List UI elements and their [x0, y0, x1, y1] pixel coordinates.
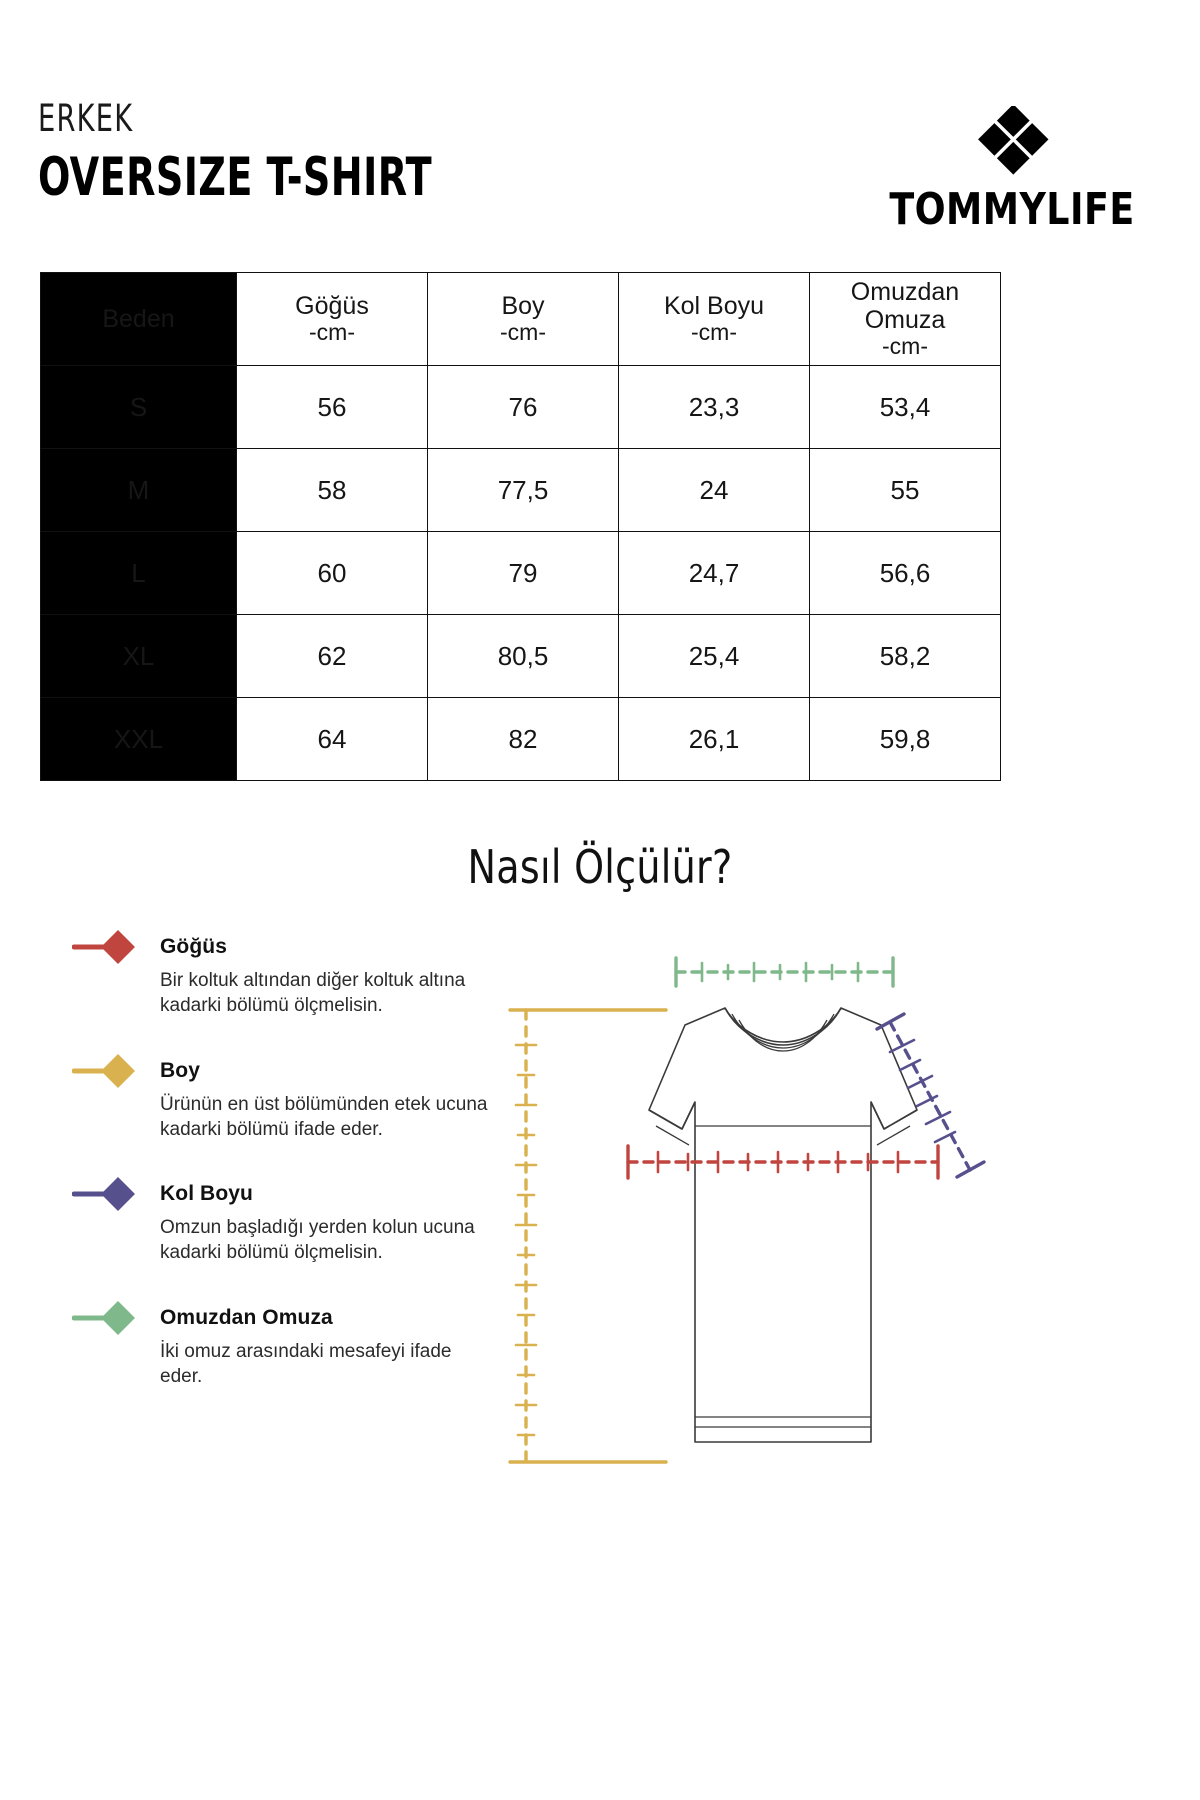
cell-omuzdan-omuza: 56,6	[809, 531, 1001, 615]
cell-gogus: 62	[236, 614, 428, 698]
legend-name: Boy	[160, 1058, 200, 1082]
tshirt-illustration	[648, 1007, 918, 1443]
boy-guide	[508, 1008, 668, 1464]
legend-name: Göğüs	[160, 935, 227, 958]
how-to-measure-title-text: Nasıl Ölçülür?	[467, 840, 733, 894]
cell-beden: L	[40, 531, 237, 615]
how-to-measure-title: Nasıl Ölçülür?	[0, 840, 1200, 894]
legend-head: Kol Boyu	[72, 1177, 492, 1212]
page-title: OVERSIZE T-SHIRT	[38, 147, 433, 208]
legend-item-gogus: Göğüs Bir koltuk altından diğer koltuk a…	[72, 930, 492, 1019]
cell-gogus: 64	[236, 697, 428, 781]
cell-beden: XL	[40, 614, 237, 698]
diamond-marker-icon	[72, 1053, 135, 1088]
table-row: XXL 64 82 26,1 59,8	[40, 697, 1001, 781]
column-header-kol-boyu-unit: -cm-	[691, 319, 737, 346]
legend-description: Ürünün en üst bölümünden etek ucuna kada…	[160, 1093, 488, 1140]
cell-boy: 82	[427, 697, 619, 781]
diamond-marker-icon	[72, 1300, 135, 1335]
column-header-gogus-unit: -cm-	[309, 319, 355, 346]
measurement-legend: Göğüs Bir koltuk altından diğer koltuk a…	[72, 930, 492, 1424]
brand-logo: TOMMYLIFE	[862, 106, 1162, 232]
cell-kol-boyu: 26,1	[618, 697, 810, 781]
page-header: ERKEK OVERSIZE T-SHIRT TOMMYLIFE	[38, 100, 1162, 250]
cell-omuzdan-omuza: 55	[809, 448, 1001, 532]
cell-omuzdan-omuza: 53,4	[809, 365, 1001, 449]
page-kicker: ERKEK	[38, 97, 134, 140]
table-row: M 58 77,5 24 55	[40, 448, 1001, 532]
cell-gogus: 56	[236, 365, 428, 449]
diamond-marker-icon	[72, 930, 135, 964]
legend-item-omuzdan-omuza: Omuzdan Omuza İki omuz arasındaki mesafe…	[72, 1300, 492, 1390]
cell-kol-boyu: 24,7	[618, 531, 810, 615]
table-row: XL 62 80,5 25,4 58,2	[40, 614, 1001, 698]
cell-boy: 79	[427, 531, 619, 615]
column-header-omuzdan-omuza-unit: -cm-	[882, 333, 928, 360]
column-header-beden-label: Beden	[102, 305, 175, 333]
cell-boy: 80,5	[427, 614, 619, 698]
tshirt-diagram-svg	[508, 956, 986, 1464]
legend-head: Göğüs	[72, 930, 492, 964]
cell-omuzdan-omuza: 59,8	[809, 697, 1001, 781]
column-header-omuzdan-omuza: Omuzdan Omuza -cm-	[809, 272, 1001, 366]
legend-description: İki omuz arasındaki mesafeyi ifade eder.	[160, 1340, 452, 1387]
legend-name: Kol Boyu	[160, 1182, 253, 1206]
cell-beden: S	[40, 365, 237, 449]
cell-beden: M	[40, 448, 237, 532]
column-header-omuzdan-omuza-label: Omuzdan Omuza	[850, 278, 960, 335]
cell-gogus: 58	[236, 448, 428, 532]
column-header-kol-boyu-label: Kol Boyu	[663, 292, 765, 321]
legend-item-kol-boyu: Kol Boyu Omzun başladığı yerden kolun uc…	[72, 1177, 492, 1266]
kol-boyu-guide	[875, 1012, 986, 1179]
cell-kol-boyu: 23,3	[618, 365, 810, 449]
size-table: Beden Göğüs -cm- Boy -cm- Kol Boyu -cm-	[40, 272, 1001, 781]
cell-boy: 76	[427, 365, 619, 449]
column-header-kol-boyu: Kol Boyu -cm-	[618, 272, 810, 366]
diamond-marker-icon	[72, 1177, 135, 1212]
legend-head: Boy	[72, 1053, 492, 1088]
legend-head: Omuzdan Omuza	[72, 1300, 492, 1335]
gogus-guide	[626, 1144, 940, 1180]
legend-description: Bir koltuk altından diğer koltuk altına …	[160, 970, 466, 1017]
cell-kol-boyu: 24	[618, 448, 810, 532]
four-diamonds-icon	[977, 106, 1049, 175]
column-header-boy-label: Boy	[501, 292, 545, 321]
cell-beden: XXL	[40, 697, 237, 781]
cell-gogus: 60	[236, 531, 428, 615]
legend-description: Omzun başladığı yerden kolun ucuna kadar…	[160, 1217, 475, 1264]
size-table-container: Beden Göğüs -cm- Boy -cm- Kol Boyu -cm-	[40, 272, 1001, 781]
title-block: ERKEK OVERSIZE T-SHIRT	[38, 100, 531, 204]
tshirt-diagram	[480, 930, 1040, 1490]
legend-item-boy: Boy Ürünün en üst bölümünden etek ucuna …	[72, 1053, 492, 1143]
cell-omuzdan-omuza: 58,2	[809, 614, 1001, 698]
brand-name: TOMMYLIFE	[889, 184, 1135, 235]
cell-boy: 77,5	[427, 448, 619, 532]
legend-name: Omuzdan Omuza	[160, 1305, 333, 1329]
column-header-beden: Beden	[40, 272, 237, 366]
omuzdan-omuza-guide	[674, 956, 895, 988]
cell-kol-boyu: 25,4	[618, 614, 810, 698]
table-row: L 60 79 24,7 56,6	[40, 531, 1001, 615]
column-header-gogus: Göğüs -cm-	[236, 272, 428, 366]
table-row: S 56 76 23,3 53,4	[40, 365, 1001, 449]
column-header-gogus-label: Göğüs	[295, 292, 369, 321]
table-header-row: Beden Göğüs -cm- Boy -cm- Kol Boyu -cm-	[40, 272, 1001, 366]
column-header-boy: Boy -cm-	[427, 272, 619, 366]
column-header-boy-unit: -cm-	[500, 319, 546, 346]
